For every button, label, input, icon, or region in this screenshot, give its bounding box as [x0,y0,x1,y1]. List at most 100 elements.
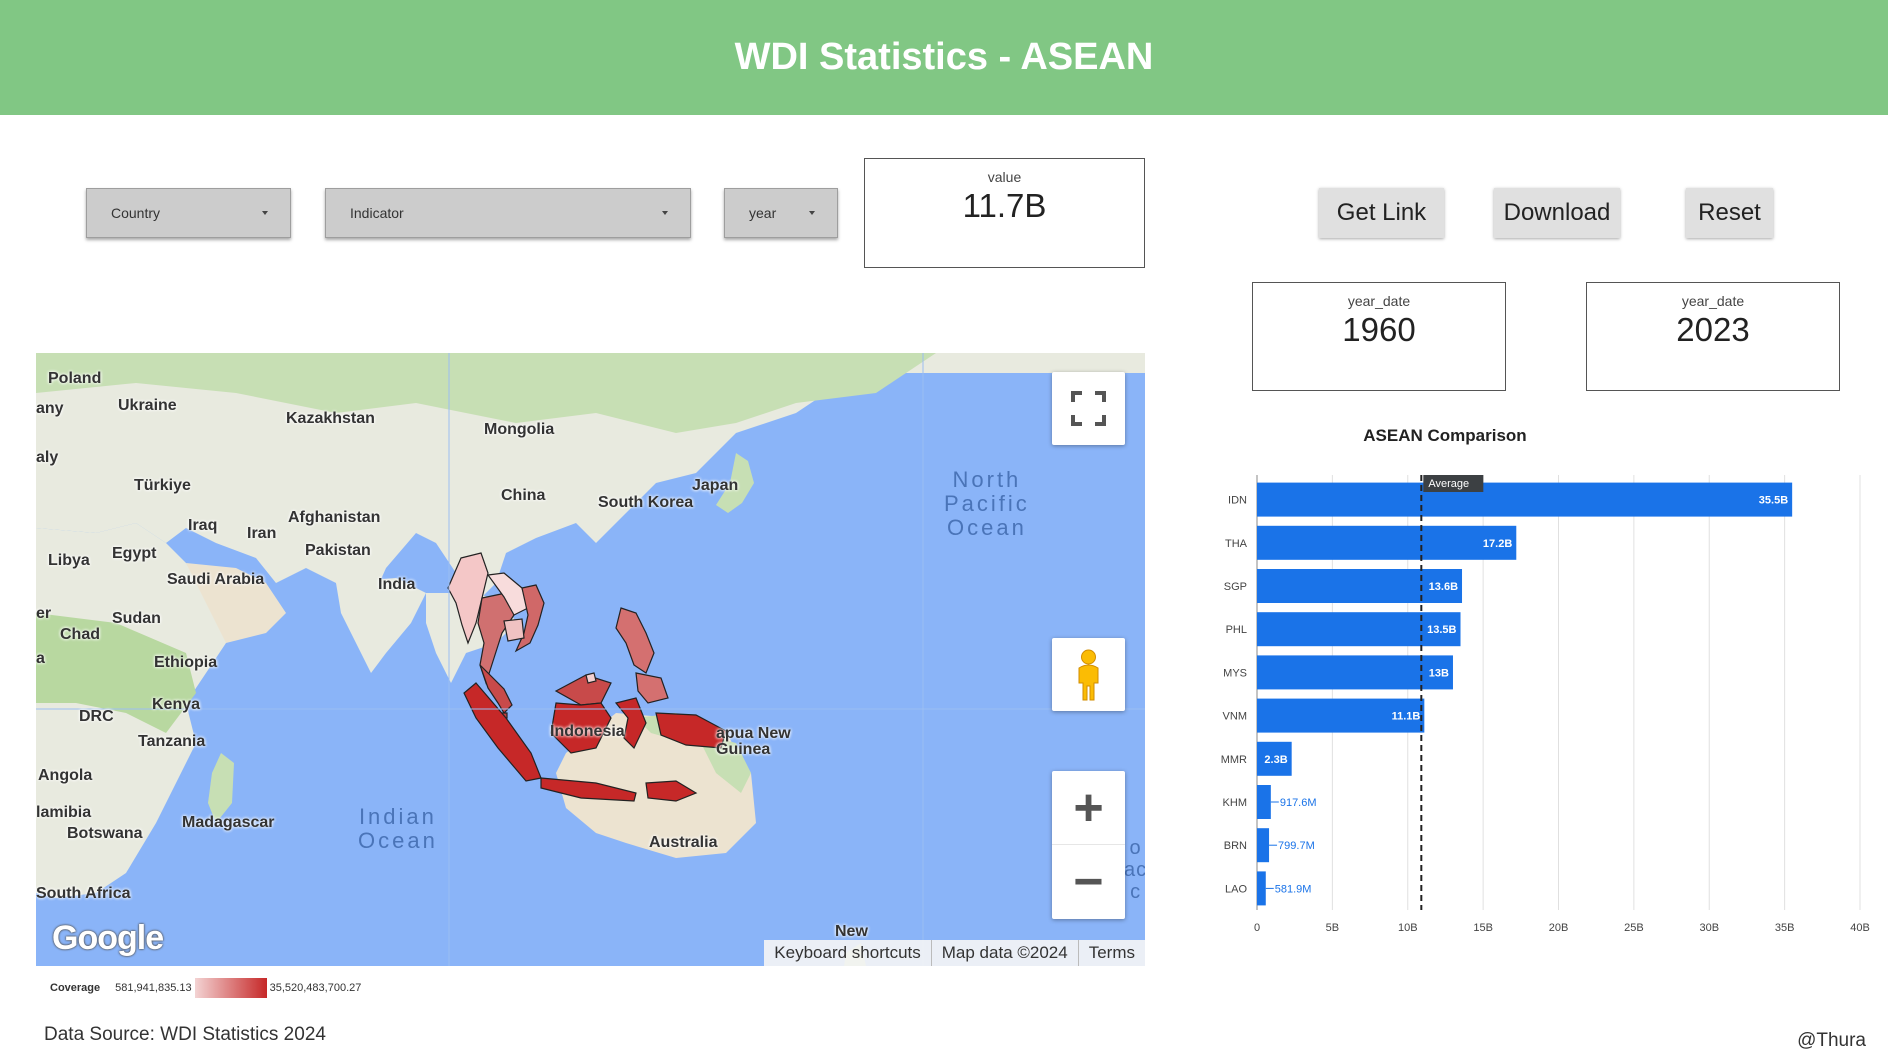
ocean-label-north-pacific: North Pacific Ocean [944,467,1030,541]
category-label: SGP [1224,581,1247,593]
map-color-legend: Coverage 581,941,835.13 35,520,483,700.2… [50,977,361,999]
data-label: 17.2B [1483,538,1512,550]
map-label-poland: Poland [48,370,102,387]
x-tick-label: 30B [1699,922,1719,934]
zoom-in-button[interactable]: + [1052,771,1125,845]
year-dropdown[interactable]: year [724,188,838,238]
map-label-png: apua New Guinea [716,725,791,758]
bar-mys [1257,655,1453,690]
map-label-turkiye: Türkiye [134,477,191,494]
fullscreen-button[interactable] [1052,372,1125,445]
map-label-niger: er [36,605,52,622]
bar-khm [1257,785,1271,819]
zoom-out-button[interactable]: − [1073,853,1104,911]
get-link-button[interactable]: Get Link [1319,188,1444,238]
download-button[interactable]: Download [1494,188,1620,238]
category-label: THA [1225,538,1248,550]
average-label-bg [1423,475,1484,492]
map-label-botswana: Botswana [67,825,143,842]
bar-lao [1257,871,1266,906]
country-indonesia-borneo [550,702,612,754]
map-label-india: India [378,576,416,593]
chevron-down-icon [662,211,668,215]
category-label: BRN [1224,840,1247,852]
ocean-label-south-pacific: o ac c [1124,837,1145,903]
x-tick-label: 35B [1775,922,1795,934]
landmass-india [336,578,426,673]
map-label-madagascar: Madagascar [182,814,275,831]
map-label-pakistan: Pakistan [305,542,371,559]
chevron-down-icon [262,211,268,215]
map-label-south-africa: South Africa [36,885,131,902]
x-tick-label: 40B [1850,922,1870,934]
data-label: 13.5B [1427,624,1456,636]
bar-brn [1257,828,1270,863]
pegman-icon [1078,649,1099,701]
country-indonesia-java [540,777,637,802]
zoom-control: + − [1052,771,1125,919]
bar-idn [1257,482,1793,517]
scorecard-value: 1960 [1342,311,1416,348]
x-tick-label: 5B [1326,922,1339,934]
header-banner: WDI Statistics - ASEAN [0,0,1888,115]
country-indonesia-islands [645,780,698,802]
street-view-pegman[interactable] [1052,638,1125,711]
indicator-dropdown[interactable]: Indicator [325,188,691,238]
data-label: 13.6B [1429,581,1458,593]
data-label: 2.3B [1264,754,1287,766]
map-label-nigeria: a [36,650,45,667]
country-brunei [585,672,597,684]
landmass-eurasia [36,353,1145,613]
legend-max: 35,520,483,700.27 [269,982,362,994]
map-label-italy: aly [36,449,59,466]
map-label-egypt: Egypt [112,545,157,562]
legend-label: Coverage [50,982,101,994]
map-canvas [36,353,1145,966]
map-label-drc: DRC [79,708,114,725]
data-label: 35.5B [1759,495,1788,507]
map-label-new-zealand: New [835,923,868,940]
map-label-japan: Japan [692,477,739,494]
x-tick-label: 10B [1398,922,1418,934]
map-label-iraq: Iraq [188,517,218,534]
map-label-ethiopia: Ethiopia [154,654,218,671]
country-dropdown[interactable]: Country [86,188,291,238]
bar-tha [1257,525,1517,560]
country-indonesia-sulawesi [614,697,647,750]
landmass-japan [716,453,754,513]
data-label: 581.9M [1275,883,1312,895]
map-label-afghanistan: Afghanistan [288,509,381,526]
start-year-scorecard: year_date 1960 [1252,282,1506,391]
bar-phl [1257,612,1461,647]
x-tick-label: 15B [1473,922,1493,934]
category-label: MMR [1221,754,1247,766]
category-label: KHM [1223,797,1247,809]
category-label: LAO [1225,883,1247,895]
data-source-note: Data Source: WDI Statistics 2024 [44,1024,326,1045]
legend-gradient [194,978,267,998]
landmass-australia-coast [696,733,751,793]
asean-highlight [447,552,727,802]
reset-button[interactable]: Reset [1686,188,1773,238]
map-label-ukraine: Ukraine [118,397,177,414]
data-label: 917.6M [1280,797,1317,809]
value-scorecard: value 11.7B [864,158,1145,268]
country-dropdown-label: Country [111,205,161,221]
terms-link[interactable]: Terms [1077,940,1145,966]
landmass-arabia [186,563,286,643]
map-label-chad: Chad [60,626,100,643]
country-philippines-south [635,672,669,704]
category-label: IDN [1228,495,1247,507]
geo-map[interactable]: Poland Ukraine any aly Kazakhstan Mongol… [36,353,1145,966]
x-tick-label: 20B [1549,922,1569,934]
scorecard-label: year_date [1681,293,1745,309]
map-label-south-korea: South Korea [598,494,694,511]
map-label-china: China [501,487,546,504]
bar-sgp [1257,569,1463,603]
chevron-down-icon [809,211,815,215]
map-label-libya: Libya [48,552,90,569]
keyboard-shortcuts-link[interactable]: Keyboard shortcuts [774,943,921,962]
map-label-mongolia: Mongolia [484,421,555,438]
average-label: Average [1428,478,1469,490]
map-label-saudi-arabia: Saudi Arabia [167,571,265,588]
